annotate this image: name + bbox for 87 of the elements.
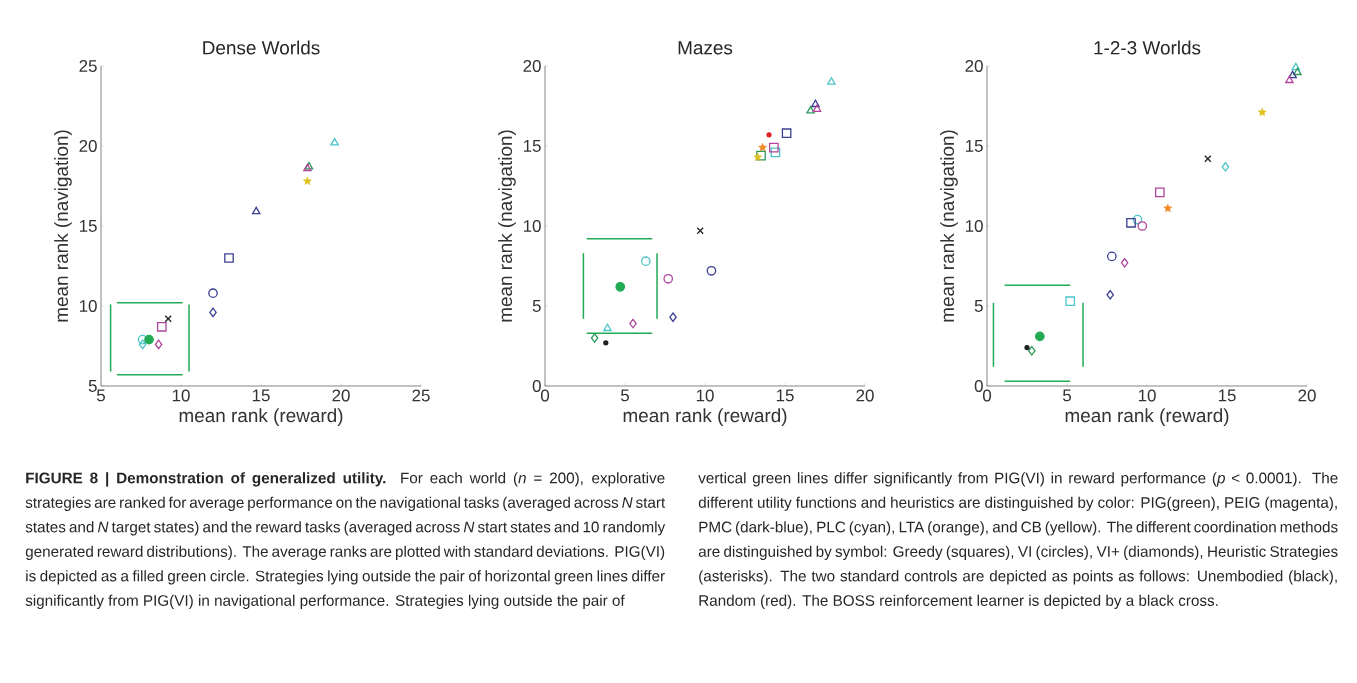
x-tick-label: 0 (982, 389, 992, 402)
point (1065, 296, 1076, 307)
point (303, 176, 312, 185)
chart-title: 1-2-3 Worlds (1094, 40, 1201, 55)
point (827, 77, 836, 85)
y-tick-label: 15 (965, 140, 983, 152)
x-tick-label: 0 (540, 389, 550, 402)
y-tick-label: 25 (79, 59, 97, 72)
point (224, 253, 234, 263)
y-tick-label: 20 (523, 59, 541, 72)
text: FIGURE 8 | Demonstration of generalized utility. For each world (n = 200), explorative strategies are ranked for average performance on the navigational tasks (averaged across N start states and N target states) and the reward tasks (averaged across N start states and 10 randomly generated reward distributions). The average ranks are plotted with standard deviations. PIG(VI) is depicted as a filled green circle. Strategies lying outside the pair of horizontal green lines differ significantly from PIG(VI) in navigational performance. Strategies lying outside the pair of (25, 472, 666, 609)
point (1024, 344, 1030, 351)
point (781, 128, 792, 139)
point (156, 321, 167, 332)
point (209, 307, 217, 318)
point (1221, 161, 1230, 172)
y-tick-label: 10 (79, 299, 97, 312)
y-tick-label: 20 (965, 59, 983, 72)
point (669, 312, 677, 323)
point (1137, 221, 1148, 231)
point (1120, 257, 1129, 268)
y-tick-label: 0 (974, 379, 983, 392)
chart-title: Mazes (678, 41, 733, 55)
point (1288, 70, 1297, 79)
y-tick-label: 15 (79, 220, 97, 232)
y-tick-label: 5 (532, 300, 541, 312)
point (1126, 217, 1136, 228)
point (144, 334, 154, 345)
point (640, 256, 651, 267)
point (1106, 251, 1117, 262)
point (1154, 187, 1165, 198)
point (603, 323, 612, 332)
x-tick-label: 10 (172, 389, 190, 402)
y-axis-title: mean rank (navigation) (54, 130, 72, 322)
point (1106, 289, 1115, 300)
y-tick-label: 5 (88, 380, 97, 392)
point (1291, 62, 1301, 71)
y-tick-label: 0 (532, 379, 541, 392)
x-tick-label: 10 (1138, 389, 1156, 402)
point (330, 137, 339, 146)
point (603, 340, 609, 346)
point (768, 142, 779, 153)
x-tick-label: 20 (856, 389, 874, 402)
point (1293, 67, 1302, 76)
point (154, 339, 163, 350)
y-axis-title: mean rank (navigation) (940, 130, 958, 322)
x-axis-title: mean rank (reward) (179, 408, 343, 426)
point (1028, 345, 1036, 356)
x-tick-label: 15 (252, 389, 270, 402)
point (758, 143, 767, 152)
y-tick-label: 15 (523, 140, 541, 152)
point (590, 333, 599, 343)
y-axis-title: mean rank (navigation) (498, 130, 516, 322)
point (629, 318, 637, 329)
x-axis-title: mean rank (reward) (623, 408, 787, 426)
text: vertical green lines differ significantly from PIG(VI) in reward performance (p < 0.0001). The different utility functions and heuristics are distinguished by color: PIG(green), PEIG (magenta), PMC (dark-blue), PLC (cyan), LTA (orange), and CB (yellow). The different coordination methods are distinguished by symbol: Greedy (squares), VI (circles), VI+ (diamonds), Heuristic Strategies (asterisks). The two standard controls are depicted as points as follows: Unembodied (black), Random (red). The BOSS reinforcement learner is depicted by a black cross. (698, 472, 1338, 609)
chart-title: Dense Worlds (203, 40, 320, 55)
x-tick-label: 15 (1218, 389, 1236, 402)
point (208, 288, 218, 299)
y-tick-label: 5 (974, 300, 983, 312)
point (811, 99, 820, 108)
y-tick-label: 10 (523, 219, 541, 232)
point (138, 339, 147, 350)
x-tick-label: 15 (776, 389, 794, 402)
x-tick-label: 10 (696, 389, 714, 402)
point (766, 132, 772, 138)
x-tick-label: 5 (96, 389, 105, 402)
x-tick-label: 20 (1298, 389, 1316, 402)
point (615, 281, 626, 292)
point (1132, 214, 1143, 225)
y-tick-label: 20 (79, 139, 97, 152)
point (1034, 331, 1045, 342)
x-tick-label: 20 (332, 389, 350, 402)
point (770, 147, 781, 158)
x-tick-label: 5 (620, 389, 630, 402)
point (1257, 107, 1267, 117)
point (806, 105, 815, 114)
point (1285, 75, 1294, 84)
point (812, 104, 822, 112)
point (251, 206, 261, 215)
x-tick-label: 25 (412, 389, 430, 402)
x-tick-label: 5 (1062, 389, 1072, 402)
x-axis-title: mean rank (reward) (1065, 408, 1229, 426)
y-tick-label: 10 (965, 219, 983, 232)
point (1163, 203, 1173, 213)
point (663, 273, 674, 284)
point (706, 265, 717, 276)
